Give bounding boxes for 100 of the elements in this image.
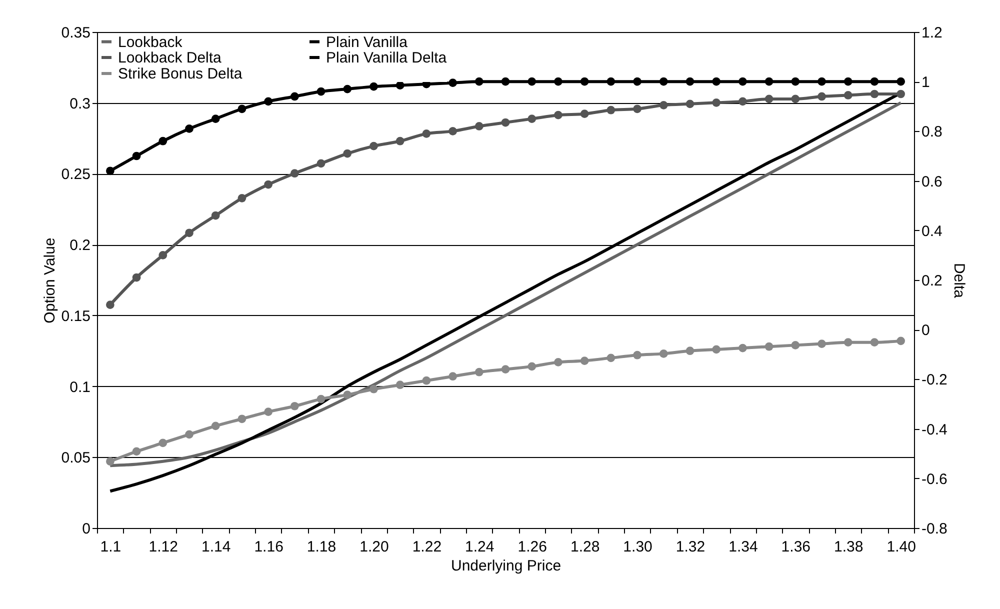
point	[764, 342, 774, 351]
point	[554, 77, 562, 86]
x-tick-label: 1.36	[781, 538, 811, 556]
point	[554, 358, 562, 366]
point	[818, 92, 826, 101]
point	[844, 77, 852, 86]
point	[132, 152, 141, 160]
y2-tick-label: 1	[922, 74, 930, 92]
point	[818, 77, 826, 86]
y-tick-label: 0.05	[61, 450, 90, 467]
point	[818, 340, 826, 348]
point	[686, 77, 694, 86]
y2-tick-label: -0.4	[922, 421, 948, 438]
point	[422, 376, 431, 385]
point	[791, 94, 800, 104]
point	[659, 350, 668, 358]
point	[580, 110, 589, 118]
x-tick-label: 1.28	[570, 538, 600, 556]
point	[238, 104, 246, 114]
y2-tick-label: 0.2	[922, 272, 942, 290]
point	[712, 345, 721, 354]
point	[264, 180, 272, 189]
point	[712, 77, 721, 86]
point	[238, 194, 246, 202]
point	[528, 114, 536, 123]
point	[396, 81, 404, 90]
point	[501, 77, 510, 86]
x-tick-label: 1.1	[100, 538, 122, 556]
point	[474, 368, 484, 376]
y2-tick-label: 1.2	[922, 24, 942, 42]
x-tick-label: 1.24	[465, 538, 494, 556]
point	[238, 414, 246, 424]
y-axis-title: Option Value	[41, 238, 58, 324]
x-tick-label: 1.12	[148, 538, 178, 556]
point	[264, 97, 272, 106]
point	[396, 136, 404, 146]
y2-tick-label: 0.6	[922, 173, 942, 190]
point	[501, 365, 510, 374]
point	[528, 77, 536, 86]
point	[158, 251, 168, 260]
point	[870, 338, 879, 347]
point	[290, 169, 299, 178]
point	[764, 94, 774, 104]
y-tick-label: 0.15	[61, 308, 90, 325]
x-tick-label: 1.30	[623, 538, 652, 556]
point	[844, 338, 852, 347]
point	[738, 97, 747, 106]
x-tick-label: 1.14	[201, 538, 231, 556]
legend-label: Plain Vanilla Delta	[326, 50, 448, 66]
y2-tick-label: 0.8	[922, 124, 942, 141]
y-tick-label: 0	[82, 520, 90, 538]
point	[185, 124, 194, 133]
point	[659, 100, 668, 110]
point	[580, 356, 589, 365]
point	[370, 142, 378, 150]
y2-tick-label: -0.2	[922, 372, 948, 389]
point	[448, 127, 457, 136]
x-tick-label: 1.34	[728, 538, 758, 556]
point	[791, 341, 800, 350]
y2-tick-label: 0.4	[922, 222, 942, 240]
point	[606, 77, 616, 86]
point	[686, 100, 694, 108]
point	[896, 90, 906, 98]
point	[422, 130, 431, 138]
point	[870, 77, 879, 86]
point	[448, 372, 457, 381]
x-tick-label: 1.20	[360, 538, 389, 556]
x-tick-label: 1.40	[886, 538, 916, 556]
point	[106, 457, 114, 466]
point	[606, 106, 616, 114]
y-tick-label: 0.3	[70, 95, 90, 112]
y-tick-label: 0.25	[61, 166, 90, 184]
legend-label: Lookback Delta	[118, 50, 222, 66]
x-tick-label: 1.22	[412, 538, 442, 556]
point	[264, 408, 272, 416]
point	[396, 380, 404, 390]
point	[132, 273, 141, 282]
point	[211, 211, 220, 220]
legend-label: Lookback	[118, 34, 183, 51]
point	[580, 77, 589, 86]
point	[633, 104, 642, 114]
point	[106, 300, 114, 309]
point	[343, 149, 352, 158]
y2-tick-label: -0.8	[922, 520, 948, 538]
point	[290, 92, 299, 101]
point	[106, 166, 114, 176]
x-axis-title: Underlying Price	[450, 558, 562, 574]
point	[474, 77, 484, 86]
point	[659, 77, 668, 86]
point	[132, 447, 141, 456]
point	[211, 114, 220, 123]
point	[528, 362, 536, 371]
point	[764, 77, 774, 86]
legend-label: Strike Bonus Delta	[118, 66, 243, 82]
y2-tick-label: 0	[922, 322, 930, 340]
point	[158, 136, 168, 146]
point	[185, 228, 194, 238]
point	[896, 336, 906, 346]
point	[896, 77, 906, 86]
point	[290, 402, 299, 410]
